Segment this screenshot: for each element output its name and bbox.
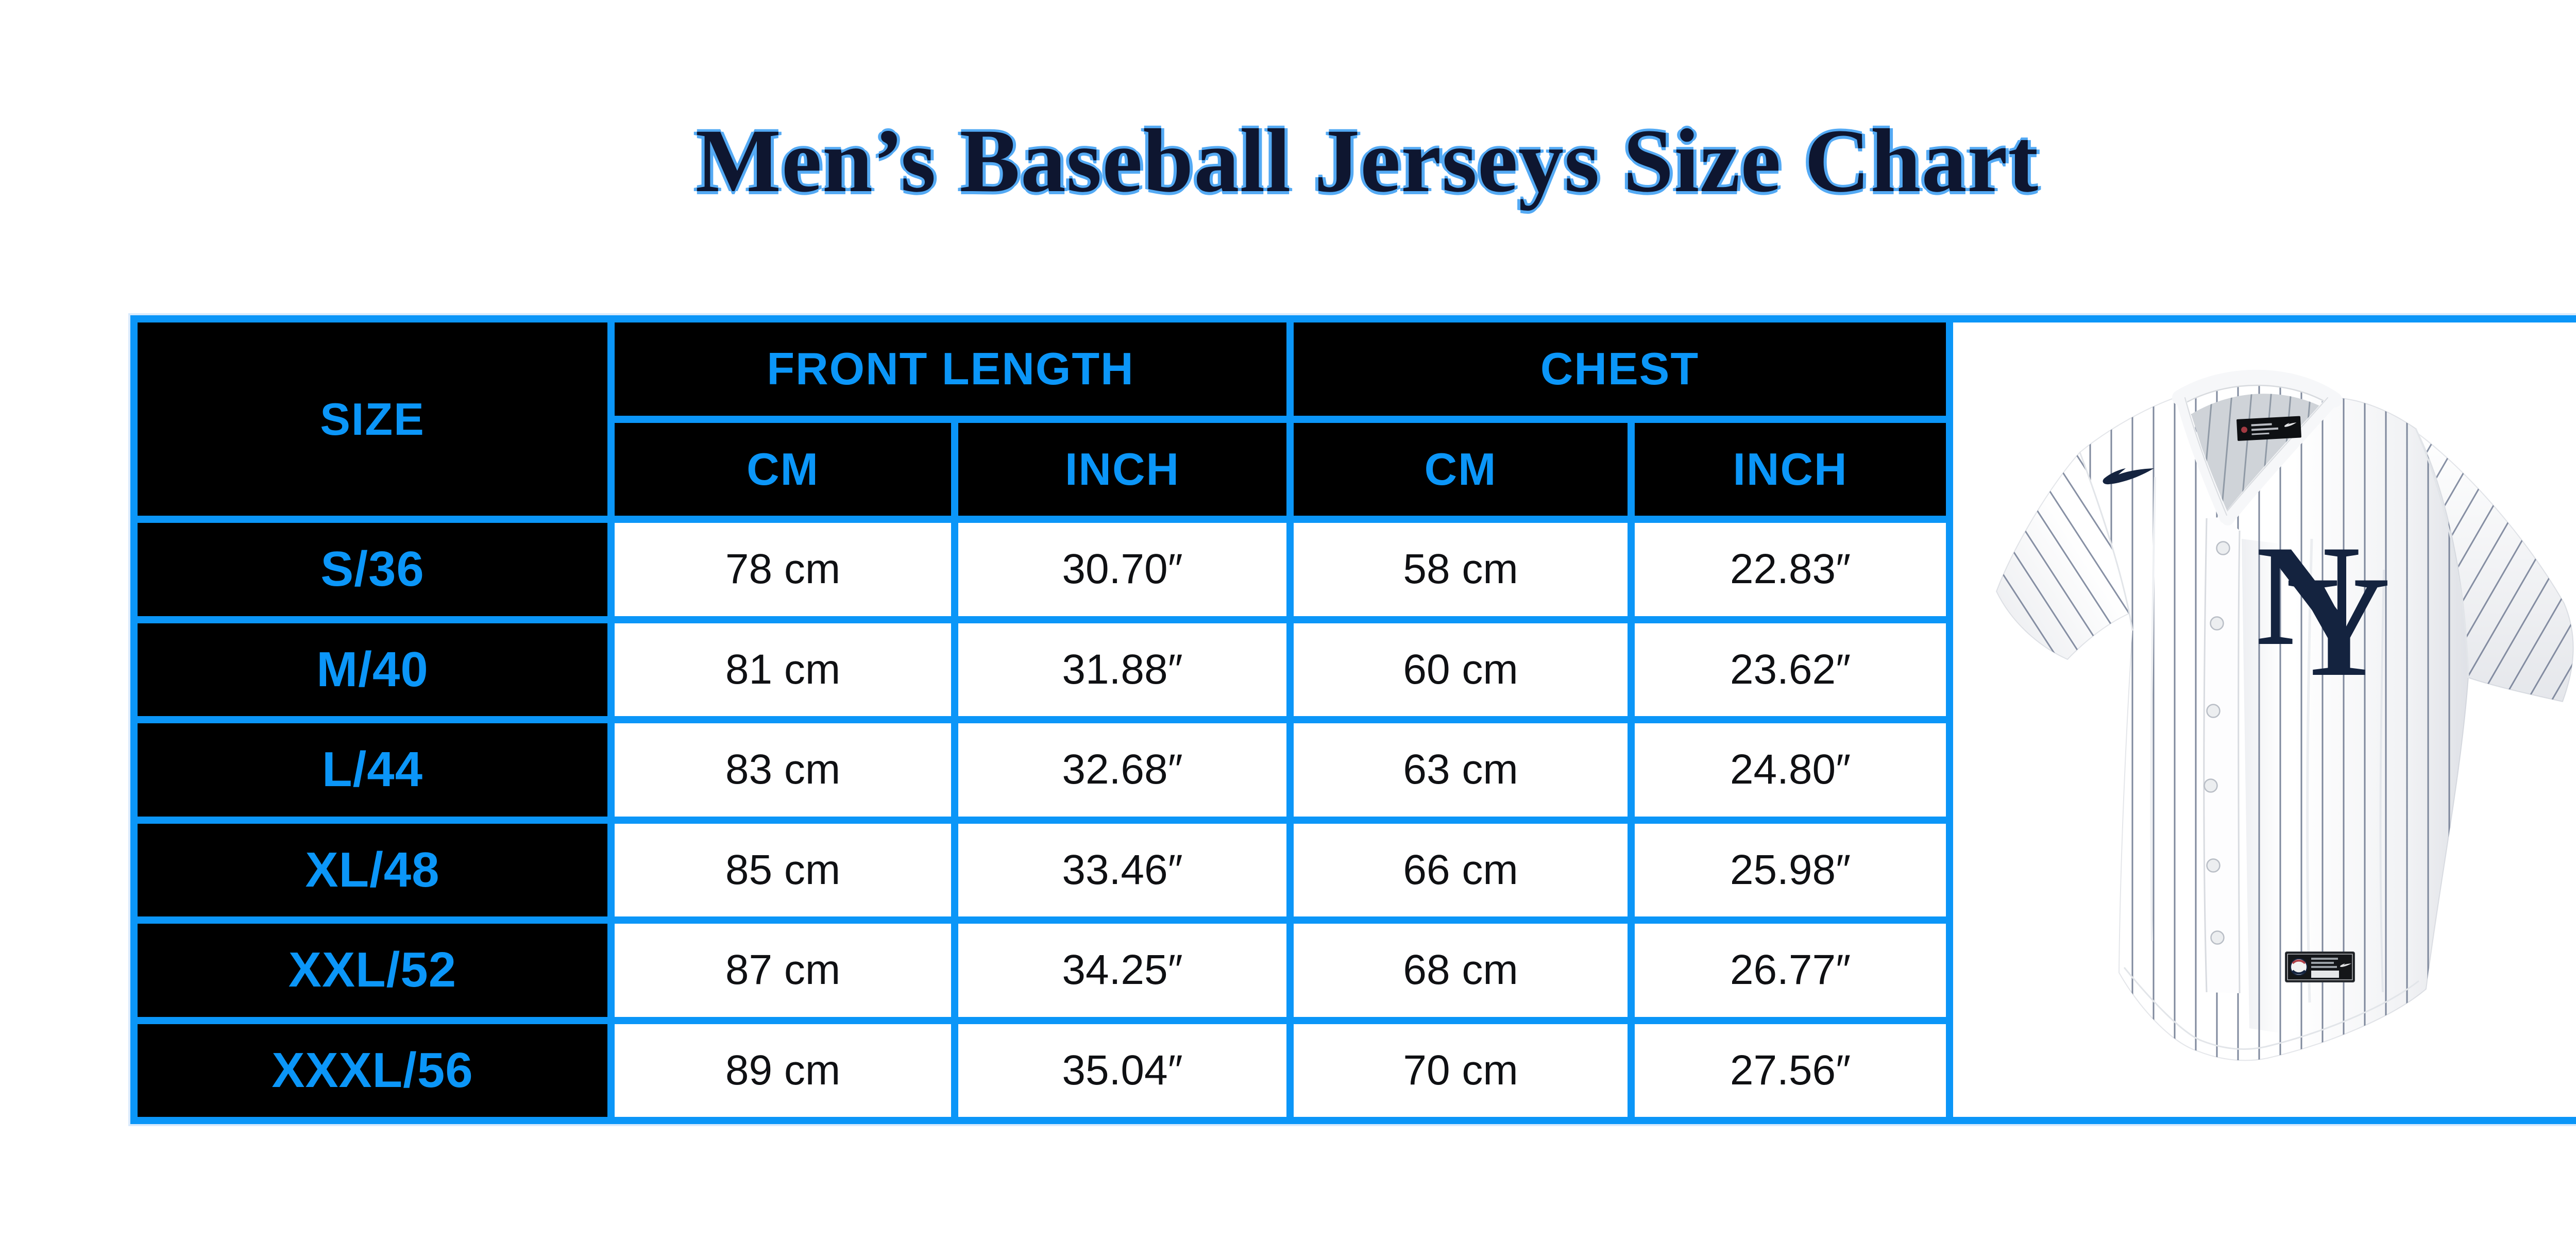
table-cell: 26.77″ (1635, 924, 1946, 1017)
table-cell: 24.80″ (1635, 723, 1946, 817)
chest-cm-value: 63 cm (1403, 746, 1518, 793)
jersey-jock-tag (2285, 952, 2355, 982)
sub-header-chest-cm: CM (1294, 422, 1628, 516)
front-length-cm-value: 83 cm (725, 746, 841, 793)
front-length-inch-value: 31.88″ (1062, 646, 1183, 693)
chest-inch-value: 22.83″ (1730, 546, 1851, 593)
front-length-inch-value: 30.70″ (1062, 546, 1183, 593)
jersey-button-placket (2203, 517, 2241, 994)
column-header-size: SIZE (138, 322, 607, 516)
svg-text:N: N (2256, 515, 2360, 675)
chest-cm-value: 58 cm (1403, 546, 1518, 593)
table-cell: 81 cm (615, 623, 951, 716)
table-row-size: L/44 (138, 723, 607, 817)
size-label: XXXL/56 (272, 1042, 473, 1098)
table-cell: 70 cm (1294, 1024, 1628, 1117)
column-header-size-label: SIZE (320, 393, 425, 445)
column-group-chest-label: CHEST (1540, 343, 1700, 395)
sub-header-front-inch: INCH (958, 422, 1286, 516)
chest-inch-value: 27.56″ (1730, 1046, 1851, 1094)
front-length-cm-value: 81 cm (725, 646, 841, 693)
table-row-size: XXXL/56 (138, 1024, 607, 1117)
size-chart-table: SIZE FRONT LENGTH CHEST (130, 315, 2576, 1124)
table-cell: 25.98″ (1635, 823, 1946, 916)
chest-cm-value: 68 cm (1403, 946, 1518, 994)
table-cell: 78 cm (615, 523, 951, 616)
table-cell: 63 cm (1294, 723, 1628, 817)
sub-header-front-cm: CM (615, 422, 951, 516)
table-row-size: XL/48 (138, 823, 607, 916)
table-cell: 66 cm (1294, 823, 1628, 916)
table-cell: 58 cm (1294, 523, 1628, 616)
jersey-buttons (2204, 541, 2230, 945)
table-cell: 34.25″ (958, 924, 1286, 1017)
chest-cm-value: 70 cm (1403, 1046, 1518, 1094)
sub-header-front-cm-label: CM (747, 443, 819, 495)
table-cell: 27.56″ (1635, 1024, 1946, 1117)
size-label: S/36 (320, 541, 425, 597)
sub-header-chest-cm-label: CM (1424, 443, 1497, 495)
table-cell: 31.88″ (958, 623, 1286, 716)
svg-text:Y: Y (2286, 546, 2390, 706)
table-cell: 68 cm (1294, 924, 1628, 1017)
table-cell: 89 cm (615, 1024, 951, 1117)
front-length-inch-value: 35.04″ (1062, 1046, 1183, 1094)
table-cell: 23.62″ (1635, 623, 1946, 716)
size-label: XXL/52 (288, 942, 457, 998)
jersey-photo-panel: N Y (1953, 322, 2576, 1117)
column-group-chest: CHEST (1294, 322, 1946, 416)
size-label: L/44 (321, 742, 423, 797)
front-length-inch-value: 33.46″ (1062, 846, 1183, 893)
table-cell: 30.70″ (958, 523, 1286, 616)
jersey-collar (2172, 369, 2342, 525)
jersey-image: N Y (1995, 369, 2574, 1061)
sub-header-chest-inch-label: INCH (1733, 443, 1848, 495)
sub-header-chest-inch: INCH (1635, 422, 1946, 516)
chest-cm-value: 66 cm (1403, 846, 1518, 893)
chest-inch-value: 24.80″ (1730, 746, 1851, 793)
jersey-neck-tag (2236, 416, 2301, 441)
jersey-seams (2079, 428, 2469, 1050)
front-length-cm-value: 87 cm (725, 946, 841, 994)
table-row-size: XXL/52 (138, 924, 607, 1017)
size-label: M/40 (316, 641, 429, 697)
front-length-cm-value: 78 cm (725, 546, 841, 593)
chest-inch-value: 23.62″ (1730, 646, 1851, 693)
jersey-torso (2079, 377, 2469, 1061)
page-title: Men’s Baseball Jerseys Size Chart (695, 111, 2039, 211)
chest-cm-value: 60 cm (1403, 646, 1518, 693)
table-row-size: M/40 (138, 623, 607, 716)
table-cell: 85 cm (615, 823, 951, 916)
table-cell: 22.83″ (1635, 523, 1946, 616)
table-cell: 33.46″ (958, 823, 1286, 916)
sub-header-front-inch-label: INCH (1064, 443, 1180, 495)
table-cell: 35.04″ (958, 1024, 1286, 1117)
table-cell: 87 cm (615, 924, 951, 1017)
table-cell: 32.68″ (958, 723, 1286, 817)
chest-inch-value: 26.77″ (1730, 946, 1851, 994)
chest-inch-value: 25.98″ (1730, 846, 1851, 893)
table-row-size: S/36 (138, 523, 607, 616)
table-cell: 60 cm (1294, 623, 1628, 716)
column-group-front-length-label: FRONT LENGTH (767, 343, 1134, 395)
size-label: XL/48 (305, 842, 440, 897)
front-length-cm-value: 89 cm (725, 1046, 841, 1094)
table-cell: 83 cm (615, 723, 951, 817)
ny-monogram-logo: N Y (2256, 515, 2390, 706)
front-length-cm-value: 85 cm (725, 846, 841, 893)
column-group-front-length: FRONT LENGTH (615, 322, 1286, 416)
front-length-inch-value: 34.25″ (1062, 946, 1183, 994)
front-length-inch-value: 32.68″ (1062, 746, 1183, 793)
